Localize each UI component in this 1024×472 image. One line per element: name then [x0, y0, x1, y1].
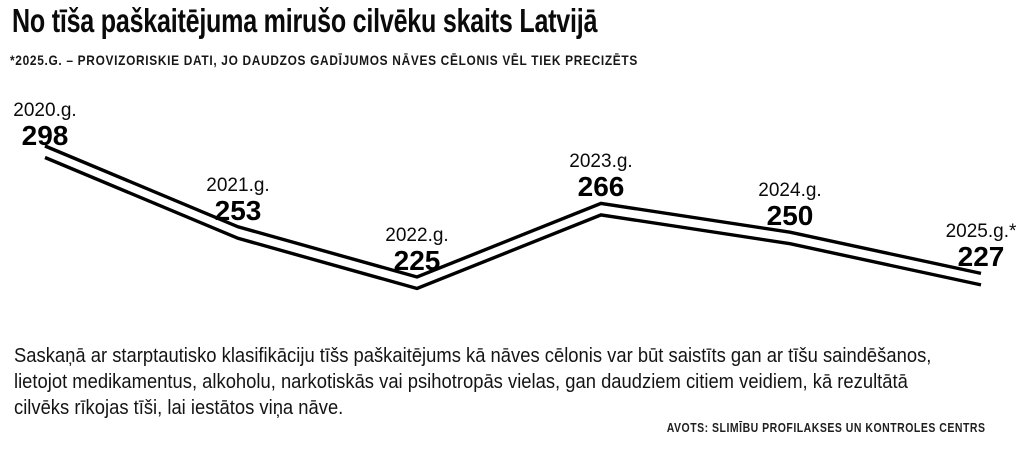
data-point-value: 225	[393, 245, 441, 277]
description-line: cilvēks rīkojas tīši, lai iestātos viņa …	[14, 397, 344, 419]
data-point-year: 2020.g.	[13, 100, 77, 121]
description-line: Saskaņā ar starptautisko klasifikāciju t…	[14, 345, 932, 367]
data-point-value: 253	[214, 194, 262, 226]
data-point-value: 266	[577, 171, 625, 203]
data-point-label: 2025.g.* 227	[945, 221, 1017, 273]
chart-line-top	[44, 144, 982, 279]
data-point-value: 227	[957, 241, 1005, 273]
page-title: No tīša paškaitējuma mirušo cilvēku skai…	[12, 2, 598, 39]
data-point-label: 2021.g. 253	[206, 174, 270, 226]
source-credit: AVOTS: SLIMĪBU PROFILAKSES UN KONTROLES …	[666, 421, 985, 435]
description-line: lietojot medikamentus, alkoholu, narkoti…	[14, 371, 908, 393]
data-point-year: 2023.g.	[569, 151, 633, 173]
data-point-year: 2025.g.*	[945, 221, 1017, 243]
data-point-label: 2023.g. 266	[569, 151, 633, 203]
data-point-label: 2020.g. 298	[13, 100, 77, 151]
data-point-year: 2021.g.	[206, 174, 270, 196]
data-point-value: 298	[21, 120, 69, 151]
data-point-year: 2022.g.	[385, 225, 449, 247]
chart-line-bottom	[44, 155, 982, 291]
chart-footnote: *2025.G. – PROVIZORISKIE DATI, JO DAUDZO…	[10, 52, 638, 68]
data-point-label: 2022.g. 225	[385, 225, 449, 277]
data-point-value: 250	[766, 200, 814, 232]
data-point-label: 2024.g. 250	[758, 180, 822, 232]
data-point-year: 2024.g.	[758, 180, 822, 202]
description-text: Saskaņā ar starptautisko klasifikāciju t…	[14, 343, 931, 421]
